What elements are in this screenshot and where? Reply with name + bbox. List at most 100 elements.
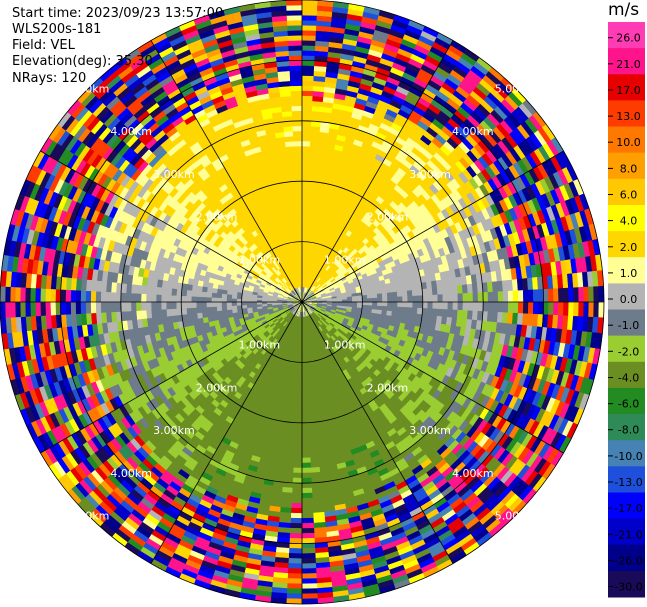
radar-gate bbox=[467, 301, 474, 312]
radar-gate bbox=[292, 472, 303, 479]
radar-gate bbox=[497, 291, 504, 303]
radar-gate bbox=[297, 382, 303, 388]
radar-gate bbox=[416, 289, 423, 297]
radar-gate bbox=[432, 294, 439, 303]
radar-gate bbox=[461, 310, 469, 320]
radar-gate bbox=[401, 290, 408, 297]
radar-gate bbox=[301, 537, 315, 544]
radar-gate bbox=[308, 166, 317, 173]
radar-gate bbox=[497, 301, 504, 313]
radar-gate bbox=[301, 165, 310, 172]
radar-gate bbox=[372, 297, 378, 303]
radar-gate bbox=[298, 367, 303, 373]
radar-gate bbox=[357, 298, 363, 303]
radar-gate bbox=[286, 583, 303, 590]
radar-gate bbox=[426, 288, 433, 296]
radar-gate bbox=[306, 396, 313, 403]
radar-gate bbox=[441, 309, 449, 318]
radar-gate bbox=[386, 292, 393, 298]
radar-gate bbox=[301, 125, 312, 132]
radar-gate bbox=[386, 287, 393, 294]
radar-gate bbox=[301, 573, 317, 580]
radar-gate bbox=[563, 301, 570, 317]
radar-gate bbox=[396, 306, 403, 313]
radar-gate bbox=[301, 598, 319, 605]
radar-gate bbox=[406, 307, 413, 314]
radar-gate bbox=[396, 291, 403, 298]
radar-gate bbox=[466, 310, 474, 321]
radar-gate bbox=[310, 125, 321, 133]
radar-gate bbox=[441, 286, 449, 295]
radar-gate bbox=[442, 301, 449, 310]
radar-gate bbox=[401, 285, 408, 292]
radar-gate bbox=[442, 294, 449, 303]
radar-gate bbox=[310, 130, 321, 138]
radar-gate bbox=[391, 286, 398, 293]
radar-gate bbox=[558, 288, 564, 303]
radar-gate bbox=[381, 288, 388, 294]
radar-gate bbox=[301, 593, 318, 600]
radar-gate bbox=[306, 386, 312, 393]
radar-gate bbox=[301, 507, 314, 514]
radar-gate bbox=[517, 301, 524, 314]
radar-gate bbox=[366, 294, 373, 299]
radar-gate bbox=[291, 487, 303, 494]
radar-gate bbox=[301, 80, 314, 87]
radar-gate bbox=[301, 352, 306, 358]
radar-gate bbox=[311, 391, 318, 398]
radar-gate bbox=[308, 426, 316, 433]
radar-gate bbox=[301, 85, 314, 92]
radar-gate bbox=[411, 289, 418, 297]
radar-gate bbox=[532, 301, 539, 315]
radar-gate bbox=[284, 456, 295, 464]
radar-gate bbox=[292, 381, 299, 388]
radar-gate bbox=[308, 171, 316, 178]
radar-gate bbox=[578, 301, 585, 318]
radar-gate bbox=[301, 120, 312, 127]
radar-gate bbox=[417, 295, 424, 303]
radar-gate bbox=[301, 442, 310, 449]
radar-gate bbox=[301, 382, 307, 388]
radar-gate bbox=[294, 437, 303, 444]
radar-gate bbox=[293, 462, 303, 469]
radar-gate bbox=[507, 290, 514, 303]
radar-gate bbox=[301, 95, 314, 102]
radar-gate bbox=[301, 467, 312, 474]
radar-gate bbox=[301, 29, 317, 36]
radar-gate bbox=[301, 568, 317, 575]
radar-gate bbox=[452, 293, 459, 303]
radar-gate bbox=[507, 301, 514, 314]
radar-gate bbox=[301, 452, 311, 459]
radar-gate bbox=[301, 402, 308, 408]
radar-gate bbox=[309, 145, 319, 153]
radar-gate bbox=[372, 301, 378, 307]
radar-gate bbox=[301, 482, 312, 489]
radar-gate bbox=[301, 34, 317, 41]
radar-gate bbox=[451, 285, 459, 295]
radar-gate bbox=[301, 90, 314, 97]
radar-gate bbox=[307, 406, 314, 413]
radar-gate bbox=[411, 307, 418, 315]
radar-gate bbox=[588, 301, 595, 318]
radar-gate bbox=[308, 436, 317, 443]
radar-gate bbox=[301, 588, 318, 595]
radar-gate bbox=[487, 291, 494, 303]
radar-gate bbox=[293, 452, 303, 459]
radar-gate bbox=[578, 286, 585, 303]
radar-gate bbox=[487, 301, 494, 313]
radar-gate bbox=[290, 502, 303, 509]
radar-gate bbox=[402, 296, 408, 303]
radar-gate bbox=[392, 296, 398, 303]
radar-gate bbox=[381, 292, 388, 299]
radar-gate bbox=[296, 402, 303, 408]
radar-gate bbox=[286, 588, 303, 595]
radar-gate bbox=[558, 301, 564, 316]
radar-gate bbox=[301, 221, 307, 227]
radar-gate bbox=[287, 573, 303, 580]
radar-gate bbox=[296, 392, 303, 398]
radar-gate bbox=[301, 372, 307, 378]
radar-gate bbox=[301, 55, 316, 61]
radar-gate bbox=[543, 288, 549, 303]
radar-gate bbox=[391, 291, 398, 298]
